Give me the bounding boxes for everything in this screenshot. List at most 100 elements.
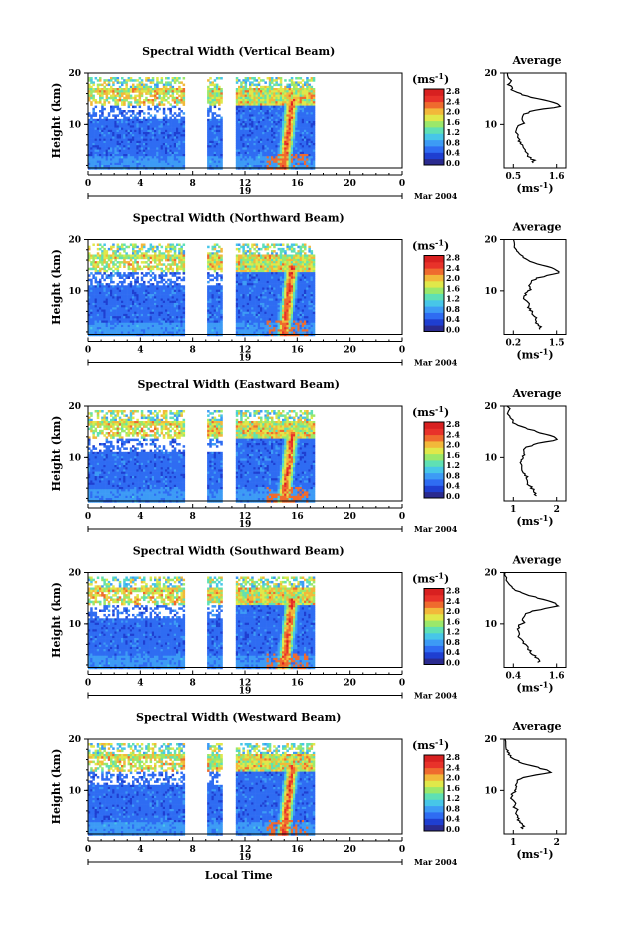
heatmap-cell <box>211 134 214 137</box>
colorbar-swatch <box>424 139 444 144</box>
heatmap-cell <box>158 322 161 326</box>
heatmap-cell <box>112 136 115 139</box>
heatmap-cell <box>134 309 137 312</box>
heatmap-cell <box>165 125 168 128</box>
heatmap-cell <box>140 243 144 246</box>
heatmap-cell <box>310 79 314 82</box>
heatmap-cell <box>165 114 168 117</box>
heatmap-cell <box>118 162 122 166</box>
heatmap-cell <box>125 318 128 321</box>
heatmap-cell <box>242 123 245 126</box>
heatmap-cell <box>92 81 95 84</box>
heatmap-cell <box>145 118 148 122</box>
heatmap-cell <box>297 156 300 159</box>
heatmap-cell <box>116 272 120 275</box>
heatmap-cell <box>218 90 221 93</box>
heatmap-cell <box>209 322 212 326</box>
heatmap-cell <box>253 145 256 148</box>
heatmap-cell <box>173 136 177 139</box>
heatmap-cell <box>156 331 159 334</box>
heatmap-cell <box>169 110 172 113</box>
heatmap-cell <box>251 134 254 137</box>
heatmap-cell <box>209 289 212 293</box>
heatmap-cell <box>162 283 166 286</box>
heatmap-cell <box>173 101 177 104</box>
heatmap-cell <box>209 105 212 109</box>
heatmap-cell <box>255 151 259 155</box>
heatmap-cell <box>99 298 102 301</box>
heatmap-cell <box>279 123 283 126</box>
heatmap-cell <box>279 162 283 166</box>
heatmap-cell <box>218 92 221 95</box>
heatmap-cell <box>171 261 175 264</box>
heatmap-cell <box>121 307 124 310</box>
heatmap-cell <box>158 311 161 315</box>
heatmap-cell <box>110 79 113 82</box>
heatmap-cell <box>249 101 252 104</box>
heatmap-cell <box>99 147 102 150</box>
heatmap-cell <box>151 320 155 323</box>
heatmap-cell <box>260 125 263 128</box>
heatmap-cell <box>94 267 98 271</box>
heatmap-cell <box>173 88 177 91</box>
heatmap-cell <box>92 274 95 277</box>
heatmap-cell <box>90 309 93 312</box>
heatmap-cell <box>180 94 183 98</box>
heatmap-cell <box>211 254 214 257</box>
heatmap-cell <box>143 112 146 115</box>
heatmap-cell <box>182 118 186 122</box>
heatmap-cell <box>121 280 124 284</box>
heatmap-cell <box>176 149 179 153</box>
heatmap-cell <box>140 298 144 301</box>
heatmap-cell <box>255 118 259 122</box>
heatmap-cell <box>110 245 113 249</box>
heatmap-cell <box>105 276 109 279</box>
heatmap-cell <box>127 101 131 104</box>
heatmap-cell <box>180 92 183 95</box>
colorbar-swatch <box>424 152 444 156</box>
heatmap-cell <box>178 311 181 315</box>
heatmap-cell <box>264 103 267 106</box>
heatmap-cell <box>90 280 93 284</box>
heatmap-cell <box>88 313 91 317</box>
heatmap-cell <box>211 92 214 95</box>
heatmap-cell <box>299 138 303 142</box>
heatmap-cell <box>251 158 254 161</box>
heatmap-cell <box>213 121 217 124</box>
heatmap-cell <box>143 285 146 288</box>
heatmap-cell <box>306 158 309 161</box>
heatmap-cell <box>262 160 265 164</box>
profile-frame <box>503 72 567 169</box>
heatmap-cell <box>136 291 139 295</box>
heatmap-cell <box>149 329 153 332</box>
heatmap-cell <box>136 99 139 102</box>
heatmap-cell <box>147 313 150 317</box>
heatmap-cell <box>290 154 294 157</box>
heatmap-cell <box>277 138 281 142</box>
heatmap-cell <box>275 114 278 117</box>
heatmap-cell <box>156 79 159 82</box>
heatmap-cell <box>249 83 252 87</box>
heatmap-cell <box>118 121 122 124</box>
heatmap-cell <box>209 258 212 262</box>
heatmap-cell <box>173 112 177 115</box>
heatmap-cell <box>178 243 181 246</box>
heatmap-cell <box>116 165 120 168</box>
heatmap-cell <box>304 90 307 93</box>
heatmap-cell <box>293 107 296 111</box>
colorbar-tick-label: 0.4 <box>446 148 460 158</box>
heatmap-cell <box>176 154 179 157</box>
heatmap-cell <box>169 331 172 334</box>
heatmap-cell <box>213 136 217 139</box>
heatmap-cell <box>255 138 259 142</box>
heatmap-cell <box>149 121 153 124</box>
heatmap-cell <box>312 118 316 122</box>
heatmap-cell <box>125 123 128 126</box>
heatmap-cell <box>310 116 314 120</box>
heatmap-cell <box>136 298 139 301</box>
heatmap-cell <box>92 156 95 159</box>
heatmap-cell <box>167 298 170 301</box>
heatmap-cell <box>260 140 263 144</box>
heatmap-cell <box>154 296 157 299</box>
heatmap-cell <box>156 309 159 312</box>
